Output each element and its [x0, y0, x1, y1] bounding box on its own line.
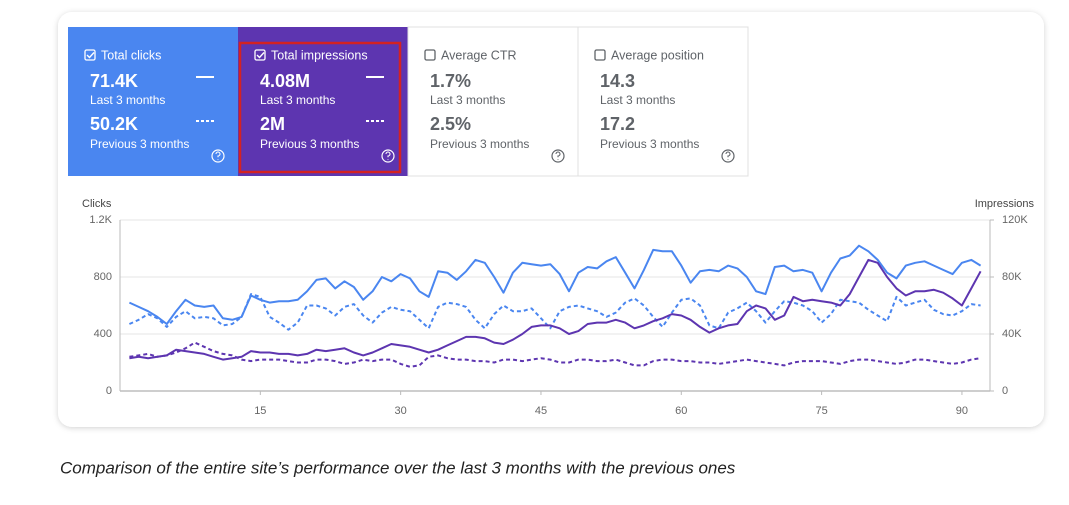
metric-previous-value: 2.5%: [430, 114, 471, 134]
y2-tick-label: 80K: [1002, 271, 1022, 283]
metric-title: Total impressions: [271, 48, 368, 62]
metric-previous-period: Previous 3 months: [90, 137, 189, 151]
metric-value: 71.4K: [90, 71, 138, 91]
y-tick-label: 0: [106, 385, 112, 397]
metric-title: Total clicks: [101, 48, 161, 62]
metric-tile: [238, 27, 408, 176]
highlight-box: [238, 41, 402, 174]
series-line: [128, 244, 982, 325]
x-tick-label: 30: [395, 405, 407, 417]
metric-value: 4.08M: [260, 71, 310, 91]
help-icon[interactable]: [551, 149, 565, 163]
metric-tile: [68, 27, 238, 176]
help-icon[interactable]: [721, 149, 735, 163]
y-tick-label: 800: [94, 271, 112, 283]
help-icon[interactable]: [381, 149, 395, 163]
metric-previous-value: 17.2: [600, 114, 635, 134]
checkbox[interactable]: [594, 49, 606, 61]
cards: Total clicks 71.4K Last 3 months 50.2K Previ…: [68, 26, 749, 177]
x-tick-label: 90: [956, 405, 968, 417]
help-icon-mark: [555, 151, 561, 160]
y2-tick-label: 0: [1002, 385, 1008, 397]
series-line: [129, 341, 981, 368]
metric-previous-period: Previous 3 months: [430, 137, 529, 151]
x-tick-label: 60: [675, 405, 687, 417]
metric-title: Average CTR: [441, 48, 517, 62]
checkbox[interactable]: [424, 49, 436, 61]
help-icon-mark: [725, 151, 731, 160]
metric-tile: [577, 26, 749, 177]
metric-period: Last 3 months: [430, 93, 505, 107]
checkmark: [256, 52, 265, 59]
series-line: [129, 258, 982, 361]
metric-tile: [407, 26, 579, 177]
metric-previous-value: 50.2K: [90, 114, 138, 134]
help-icon-mark: [385, 151, 391, 160]
checkbox[interactable]: [84, 49, 96, 61]
y-axis-title: Clicks: [82, 198, 112, 210]
checkmark: [86, 52, 95, 59]
help-icon[interactable]: [211, 149, 225, 163]
y2-tick-label: 40K: [1002, 328, 1022, 340]
metric-value: 14.3: [600, 71, 635, 91]
metric-period: Last 3 months: [90, 93, 165, 107]
metric-previous-value: 2M: [260, 114, 285, 134]
metric-title: Average position: [611, 48, 704, 62]
x-tick-label: 45: [535, 405, 547, 417]
caption: Comparison of the entire site’s performa…: [60, 458, 736, 477]
y2-axis-title: Impressions: [975, 198, 1035, 210]
y-tick-label: 1.2K: [89, 214, 112, 226]
x-tick-label: 75: [815, 405, 827, 417]
metric-value: 1.7%: [430, 71, 471, 91]
metric-period: Last 3 months: [600, 93, 675, 107]
help-icon-mark: [215, 151, 221, 160]
metric-previous-period: Previous 3 months: [260, 137, 359, 151]
checkbox[interactable]: [254, 49, 266, 61]
y2-tick-label: 120K: [1002, 214, 1028, 226]
x-tick-label: 15: [254, 405, 266, 417]
metric-period: Last 3 months: [260, 93, 335, 107]
chart: Clicks Impressions 0 400 800 1.2K 0 40K 80K 120K 1…: [82, 198, 1035, 417]
series-line: [128, 293, 981, 331]
y-tick-label: 400: [94, 328, 112, 340]
metric-previous-period: Previous 3 months: [600, 137, 699, 151]
